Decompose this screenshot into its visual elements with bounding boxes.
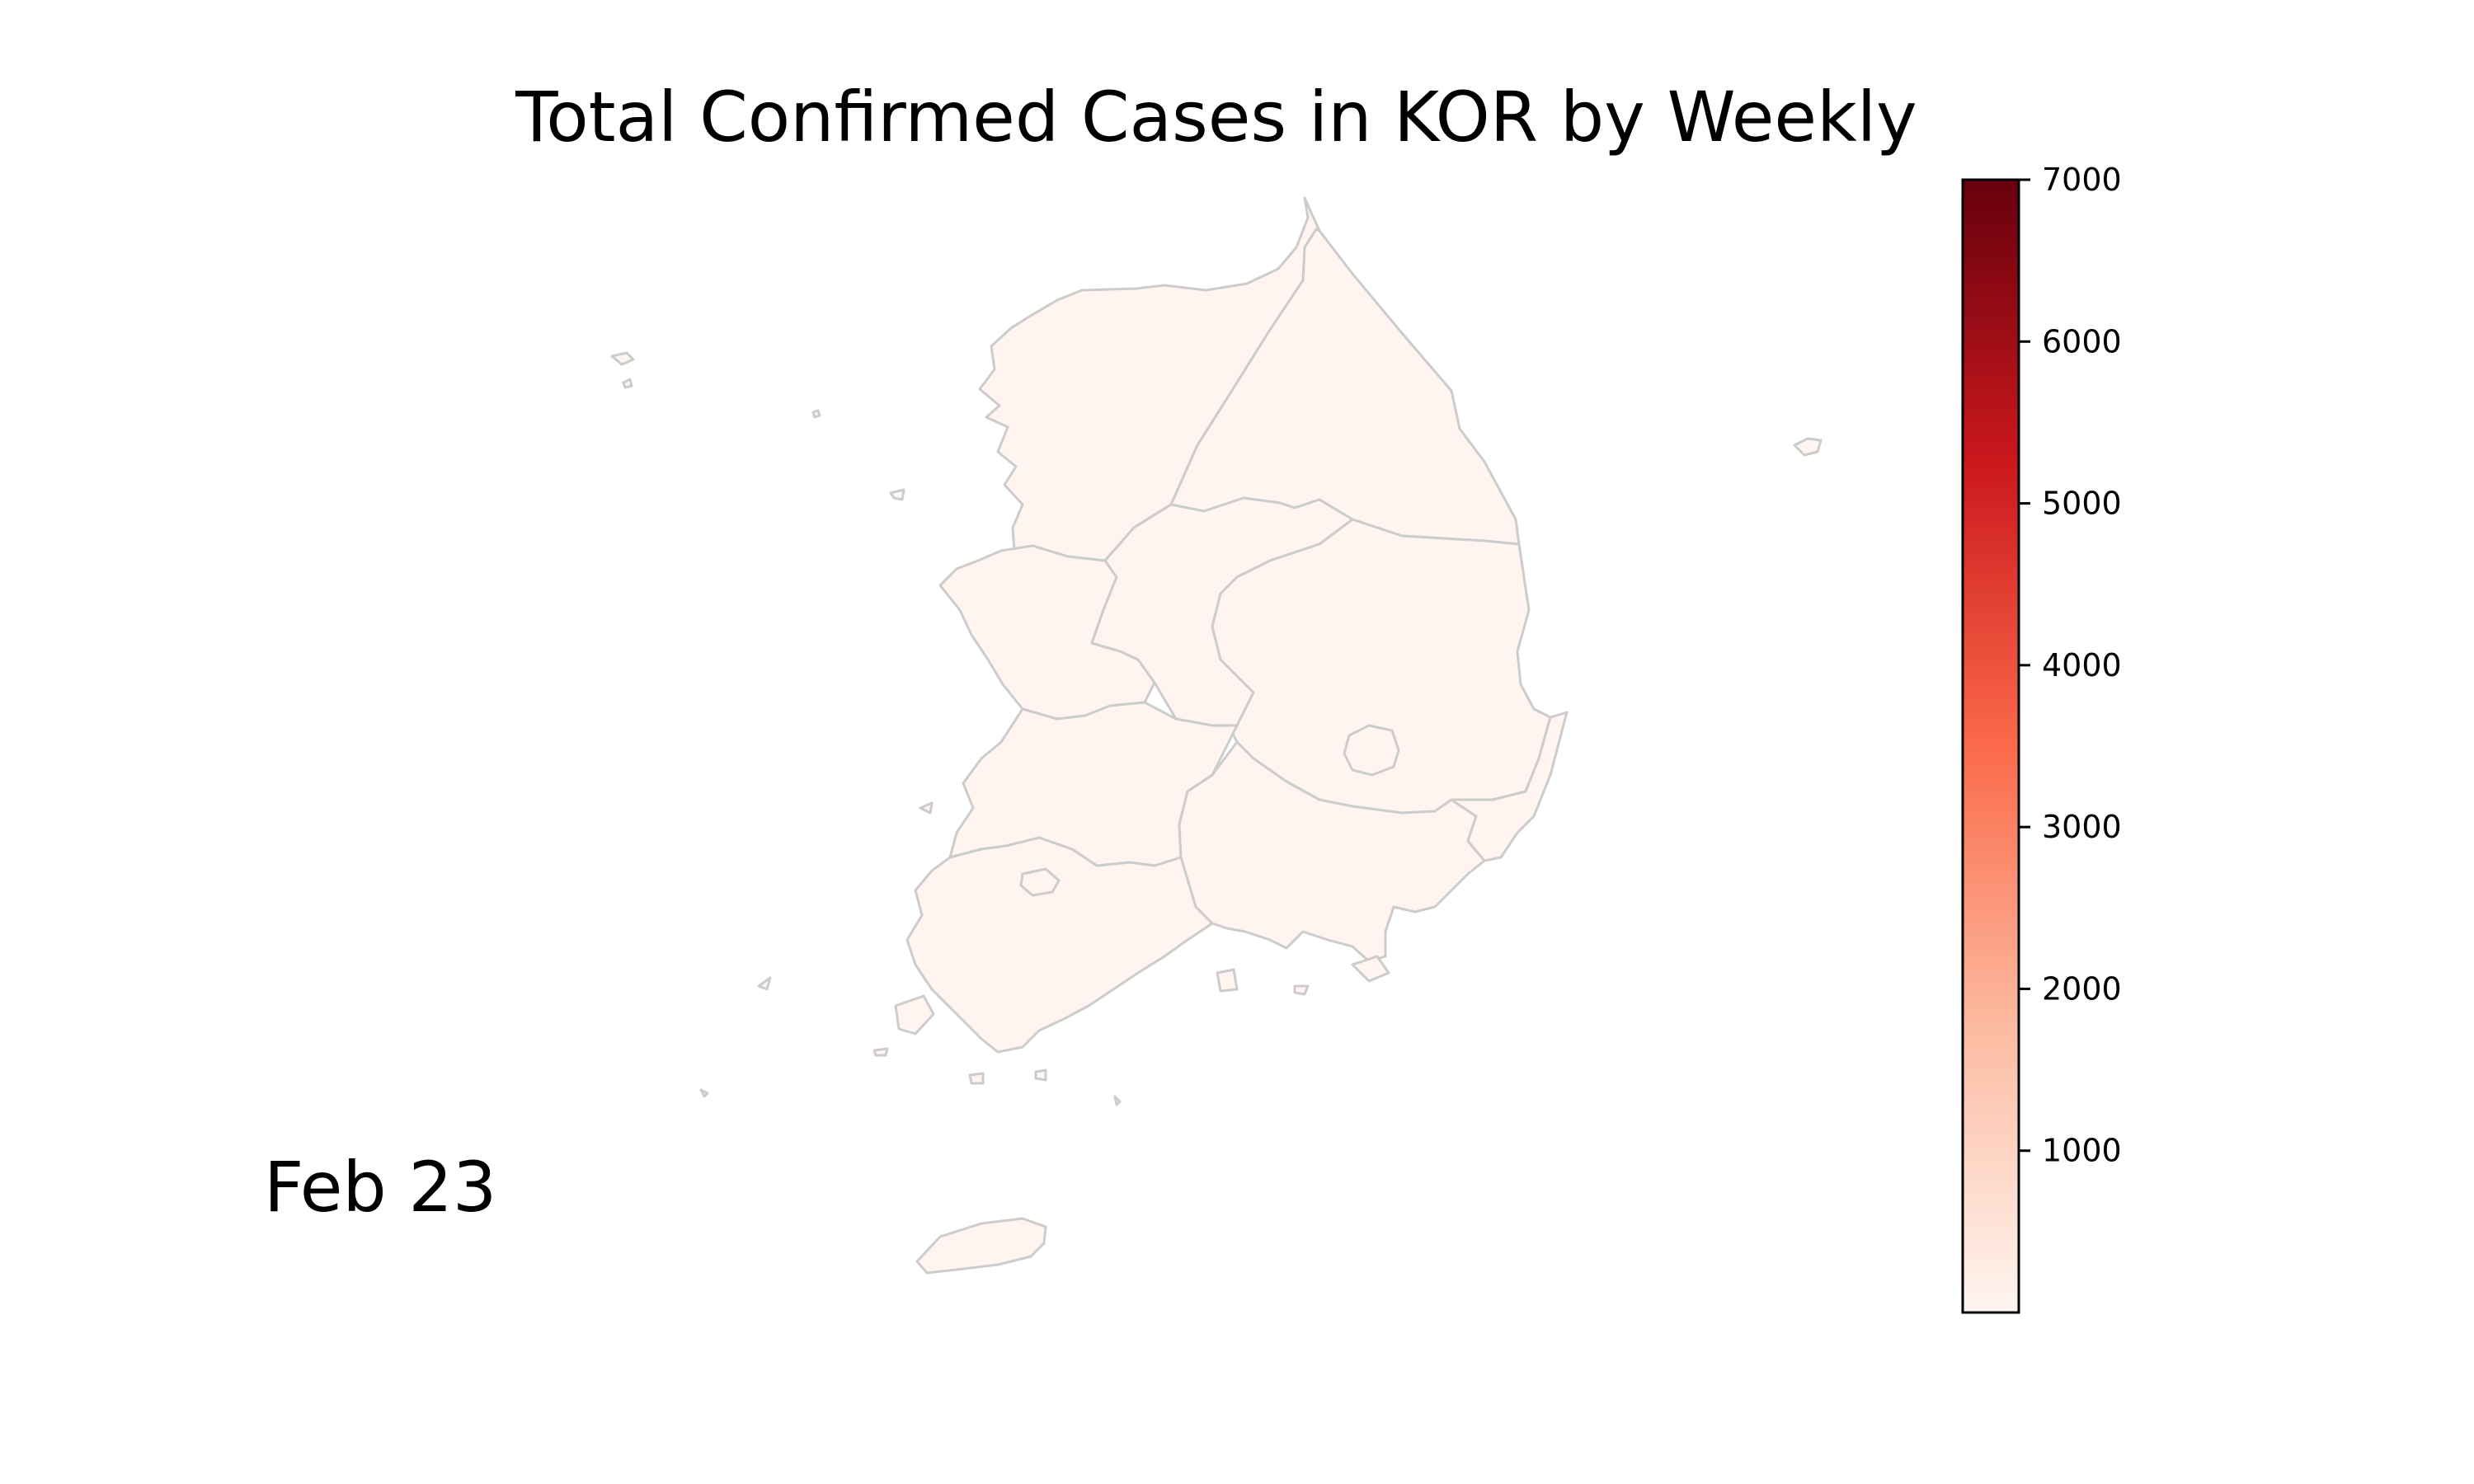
island-small-2 xyxy=(811,409,821,419)
region-jeonnam xyxy=(905,836,1214,1054)
island-small-13 xyxy=(1216,968,1239,993)
island-small-4 xyxy=(919,801,934,815)
colorbar-tick-label: 6000 xyxy=(2042,323,2122,359)
region-gwangju xyxy=(1019,867,1061,897)
island-small-10 xyxy=(699,1088,709,1098)
region-gyeongnam xyxy=(1178,740,1486,963)
island-baengnyeongdo xyxy=(610,351,635,366)
region-ulsan-busan xyxy=(1450,711,1569,862)
region-jeju xyxy=(915,1217,1047,1275)
island-small-14 xyxy=(1351,955,1390,983)
island-small-11 xyxy=(1113,1095,1122,1106)
colorbar-ticks: 1000 2000 3000 4000 5000 6000 7000 xyxy=(2019,162,2122,1169)
island-small-1 xyxy=(622,378,633,389)
island-small-9 xyxy=(1034,1068,1047,1082)
colorbar-tick-label: 5000 xyxy=(2042,486,2122,522)
colorbar-tick-label: 4000 xyxy=(2042,647,2122,683)
colorbar-tick-label: 7000 xyxy=(2042,162,2122,198)
colorbar-tick-label: 1000 xyxy=(2042,1133,2122,1169)
map-title: Total Confirmed Cases in KOR by Weekly xyxy=(515,77,1917,157)
island-small-6 xyxy=(894,994,935,1036)
island-ulleungdo xyxy=(1793,437,1823,457)
date-label: Feb 23 xyxy=(264,1147,497,1228)
colorbar-tick-label: 2000 xyxy=(2042,970,2122,1007)
island-small-5 xyxy=(757,976,772,991)
island-small-7 xyxy=(872,1047,889,1057)
colorbar-tick-label: 3000 xyxy=(2042,809,2122,845)
region-daegu xyxy=(1343,724,1400,777)
island-small-8 xyxy=(968,1072,985,1085)
island-small-3 xyxy=(889,488,905,501)
colorbar-gradient xyxy=(1961,178,2020,1314)
island-small-12 xyxy=(1293,984,1310,996)
